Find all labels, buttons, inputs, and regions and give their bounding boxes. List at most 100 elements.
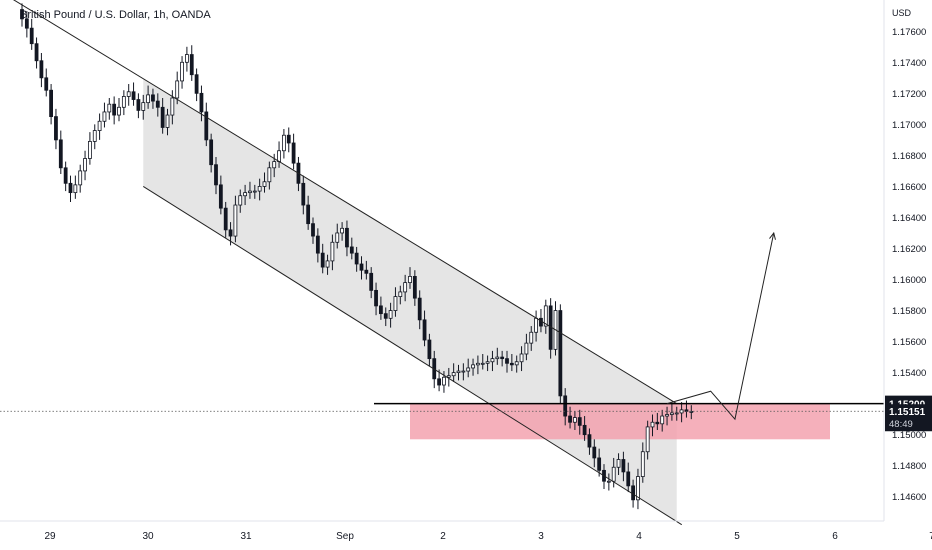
- candle-body: [306, 204, 311, 225]
- channel-fill: [143, 78, 677, 522]
- candle: [383, 307, 388, 327]
- candle: [286, 127, 291, 153]
- candle: [238, 189, 243, 213]
- currency-label: USD: [892, 8, 912, 18]
- candle-body: [320, 252, 325, 268]
- candle: [291, 133, 296, 170]
- candle-body: [286, 134, 291, 144]
- symbol-title[interactable]: British Pound / U.S. Dollar, 1h, OANDA: [20, 9, 211, 21]
- price-axis[interactable]: 1.146001.148001.150001.152001.154001.156…: [883, 0, 926, 521]
- candle-body: [631, 485, 635, 501]
- candle: [640, 442, 645, 483]
- candle: [573, 411, 577, 431]
- candle: [267, 161, 272, 190]
- resistance-zone: [410, 403, 830, 440]
- candle-body: [587, 434, 592, 448]
- candle-body: [301, 182, 306, 206]
- candle: [480, 353, 485, 370]
- candle-body: [500, 356, 505, 360]
- candle: [490, 350, 495, 372]
- candle: [58, 130, 63, 175]
- candle-body: [92, 130, 97, 142]
- candle-body: [136, 99, 141, 111]
- candle-body: [636, 476, 640, 501]
- candle: [335, 223, 340, 249]
- candle-body: [121, 96, 126, 108]
- candle: [117, 97, 121, 122]
- candle-body: [248, 190, 252, 194]
- candle: [107, 97, 112, 120]
- candle: [475, 355, 480, 375]
- candle: [558, 304, 563, 404]
- candle-body: [446, 375, 451, 378]
- candle-body: [252, 190, 257, 193]
- chart-background: [143, 78, 830, 522]
- candle: [451, 363, 456, 382]
- candle-body: [611, 466, 616, 482]
- candle-body: [131, 91, 136, 100]
- candle-body: [616, 459, 621, 468]
- candle-body: [146, 94, 151, 104]
- candle-body: [509, 362, 514, 366]
- candle-body: [223, 207, 228, 231]
- candle: [427, 333, 432, 367]
- current-price-tag-text: 1.15151: [889, 407, 926, 418]
- candle: [553, 301, 558, 356]
- candle: [660, 409, 665, 432]
- candle: [281, 129, 286, 159]
- price-tick-label: 1.15400: [892, 368, 926, 379]
- candle: [29, 18, 34, 50]
- candle-body: [73, 184, 78, 194]
- candle: [165, 108, 170, 136]
- candle: [243, 184, 248, 206]
- candle: [388, 302, 393, 328]
- candle-body: [112, 103, 117, 116]
- candle-body: [519, 353, 524, 363]
- candle: [184, 46, 189, 72]
- candle-body: [315, 235, 320, 254]
- candle: [616, 453, 621, 476]
- candle: [34, 37, 39, 69]
- candle-body: [155, 100, 160, 108]
- candle-body: [83, 158, 87, 172]
- candle: [466, 358, 471, 378]
- candle-body: [20, 9, 24, 20]
- candle-body: [175, 80, 180, 99]
- candle-body: [335, 232, 340, 243]
- time-tick-label: 30: [142, 531, 154, 542]
- candle-body: [165, 114, 170, 128]
- candle-body: [228, 229, 233, 237]
- candle-body: [262, 181, 267, 187]
- candle-body: [354, 252, 359, 265]
- candle-body: [54, 116, 58, 141]
- channel-lower-line: [142, 186, 683, 526]
- time-axis[interactable]: 293031Sep2345678: [0, 520, 932, 542]
- candle-body: [577, 417, 582, 426]
- candle-body: [49, 89, 53, 118]
- time-tick-label: 29: [44, 531, 56, 542]
- price-tick-label: 1.17600: [892, 27, 926, 38]
- candle-body: [39, 60, 44, 79]
- candle-body: [417, 297, 422, 321]
- candle: [354, 246, 359, 272]
- candle-body: [524, 342, 529, 355]
- candle-body: [209, 139, 214, 166]
- price-tick-label: 1.15000: [892, 430, 926, 441]
- candle: [408, 267, 412, 289]
- candle: [340, 222, 345, 241]
- candle: [252, 184, 257, 199]
- candle-body: [24, 18, 29, 29]
- candle: [78, 164, 83, 193]
- candle-body: [107, 103, 112, 113]
- candle: [97, 113, 102, 140]
- candle-body: [233, 204, 238, 237]
- price-tick-label: 1.16400: [892, 213, 926, 224]
- candle: [160, 97, 165, 134]
- candle: [597, 448, 602, 477]
- candle-body: [573, 417, 577, 423]
- current-price-tag-bg: [885, 404, 932, 432]
- candle: [674, 406, 679, 421]
- candle: [54, 108, 58, 150]
- candle: [495, 347, 500, 365]
